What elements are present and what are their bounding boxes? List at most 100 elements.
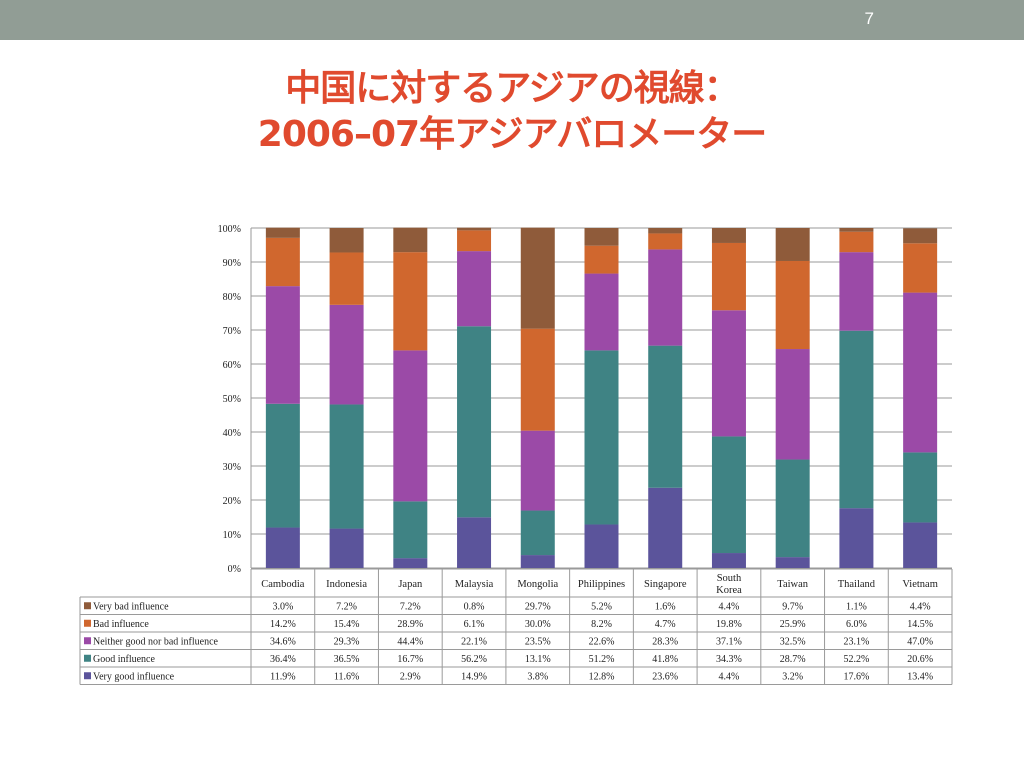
bar-segment [648,345,683,488]
data-label: 11.6% [334,671,359,682]
y-tick-label: 0% [228,564,241,575]
y-tick-label: 20% [223,496,241,507]
bar-segment [711,553,746,568]
category-label: Thailand [838,579,876,590]
bar-segment [648,233,683,250]
data-label: 4.4% [719,601,740,612]
slide-title-line-1: 中国に対するアジアの視線： [285,68,740,109]
category-label: Malaysia [455,579,494,590]
data-label: 14.9% [461,671,487,682]
bar-segment [329,404,364,529]
bar-segment [584,350,619,525]
y-tick-label: 30% [223,462,241,473]
bar-segment [839,228,874,232]
data-label: 28.7% [780,654,806,665]
y-tick-label: 80% [223,292,241,303]
category-label: Cambodia [261,579,304,590]
bar-segment [584,245,619,274]
category-label: Japan [398,579,423,590]
data-label: 3.0% [272,601,293,612]
data-label: 1.1% [846,601,867,612]
bar-segment [265,227,300,238]
category-label: Vietnam [902,579,938,590]
data-label: 29.3% [334,636,360,647]
bar-segment [839,252,874,331]
bar-segment [329,528,364,568]
data-label: 56.2% [461,654,487,665]
data-label: 4.4% [910,601,931,612]
bar-segment [457,227,492,231]
data-label: 9.7% [782,601,803,612]
category-label: Singapore [644,579,687,590]
data-label: 3.2% [782,671,803,682]
data-label: 36.4% [270,654,296,665]
data-label: 14.5% [907,619,933,630]
data-label: 28.3% [652,636,678,647]
data-label: 30.0% [525,619,551,630]
data-label: 6.0% [846,619,867,630]
y-tick-label: 90% [223,258,241,269]
bar-segment [648,249,683,346]
bar-segment [775,349,810,460]
data-label: 1.6% [655,601,676,612]
bar-segment [520,328,555,431]
data-label: 36.5% [334,654,360,665]
bar-segment [265,403,300,528]
data-label: 51.2% [589,654,615,665]
category-label: South [717,573,742,584]
data-label: 34.3% [716,654,742,665]
data-label: 29.7% [525,601,551,612]
bar-segment [265,237,300,287]
data-label: 32.5% [780,636,806,647]
legend-swatch [84,637,91,645]
legend-swatch [84,602,91,610]
data-label: 6.1% [464,619,485,630]
data-label: 5.2% [591,601,612,612]
bar-segment [775,557,810,568]
data-label: 14.2% [270,619,296,630]
bar-segment [903,228,938,244]
data-label: 37.1% [716,636,742,647]
data-label: 8.2% [591,619,612,630]
y-tick-label: 50% [223,394,241,405]
bar-segment [457,230,492,252]
bar-segment [393,558,428,568]
bar-segment [457,517,492,568]
data-label: 28.9% [397,619,423,630]
bar-segment [903,292,938,453]
data-label: 22.1% [461,636,487,647]
bar-segment [265,286,300,404]
data-label: 23.6% [652,671,678,682]
data-label: 11.9% [270,671,295,682]
category-label: Mongolia [517,579,558,590]
bar-segment [393,501,428,559]
category-label: Korea [716,585,742,596]
y-tick-label: 10% [223,530,241,541]
data-label: 13.1% [525,654,551,665]
bar-segment [329,304,364,405]
data-label: 52.2% [843,654,869,665]
data-label: 3.8% [527,671,548,682]
bar-segment [839,508,874,568]
legend-label: Neither good nor bad influence [93,636,219,647]
bar-segment [775,228,810,261]
bar-segment [393,252,428,351]
data-label: 34.6% [270,636,296,647]
bar-segment [393,350,428,502]
bar-segment [775,260,810,350]
legend-swatch [84,619,91,627]
bar-segment [520,510,555,556]
bar-segment [584,273,619,351]
data-label: 4.7% [655,619,676,630]
bar-segment [520,227,555,329]
bar-segment [520,430,555,511]
legend-label: Bad influence [93,619,149,630]
bar-segment [711,228,746,243]
slide-number: 7 [864,9,874,28]
legend-label: Very good influence [93,671,175,682]
data-label: 16.7% [397,654,423,665]
bar-segment [393,227,428,253]
category-label: Indonesia [326,579,367,590]
data-label: 15.4% [334,619,360,630]
bar-segment [648,228,683,234]
